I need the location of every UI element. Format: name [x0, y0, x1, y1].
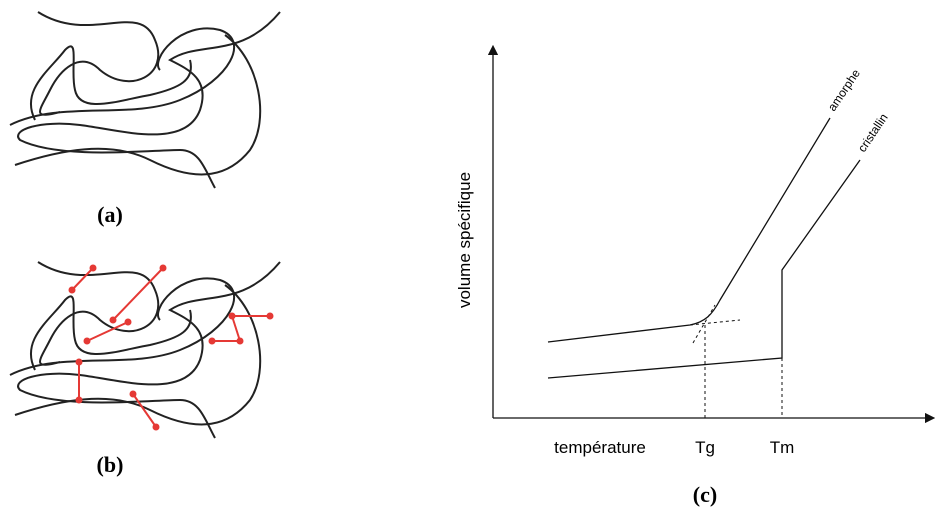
curve-label: cristallin — [855, 111, 891, 155]
crosslinks — [68, 264, 274, 431]
panel-label: (b) — [97, 452, 124, 477]
tm-label: Tm — [770, 438, 795, 457]
curve-label: amorphe — [825, 66, 863, 113]
panel-label: (c) — [693, 482, 717, 507]
polymer-chains — [9, 11, 281, 189]
panel-label: (a) — [97, 202, 123, 227]
y-axis-label: volume spécifique — [455, 172, 474, 308]
x-axis-label: température — [554, 438, 646, 457]
axes — [487, 44, 936, 424]
tg-label: Tg — [695, 438, 715, 457]
curves — [547, 117, 861, 418]
